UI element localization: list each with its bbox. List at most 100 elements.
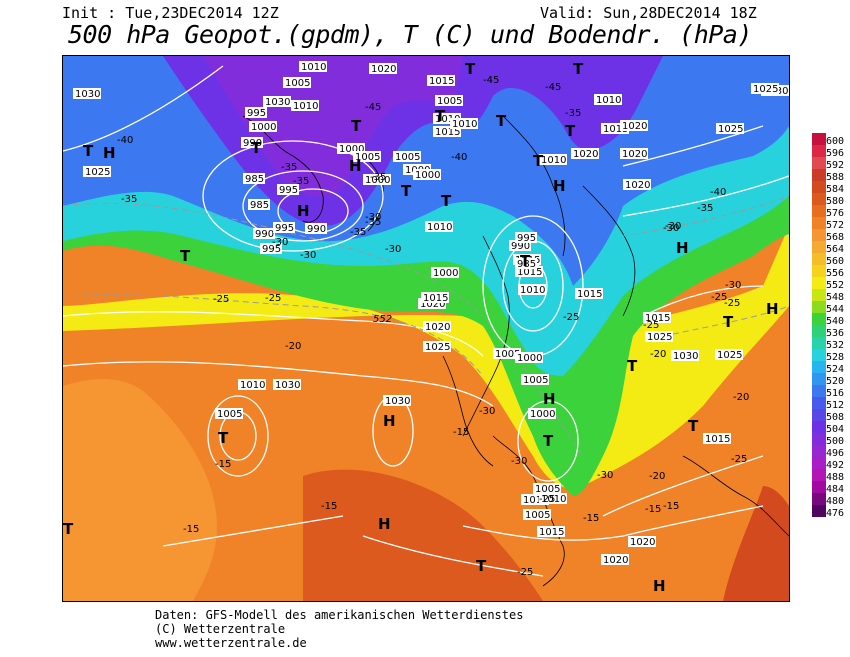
pressure-label: 1020 (622, 149, 647, 160)
pressure-label: 1025 (85, 167, 110, 178)
pressure-label-bg (73, 88, 101, 99)
pressure-label-bg (423, 341, 451, 352)
pressure-label: 1015 (539, 527, 564, 538)
pressure-label-bg (450, 118, 478, 129)
legend-level: 580 (826, 196, 845, 207)
temperature-label: -45 (483, 75, 499, 86)
chart-title: 500 hPa Geopot.(gpdm), T (C) und Bodendr… (68, 20, 752, 49)
temperature-label: -30 (272, 237, 288, 248)
temperature-label: -25 (724, 298, 740, 309)
legend-swatch (812, 397, 826, 409)
pressure-label-bg (623, 179, 651, 190)
legend-level: 508 (826, 412, 845, 423)
legend-swatch (812, 505, 826, 517)
pressure-label-bg (431, 267, 459, 278)
pressure-label: 1015 (435, 127, 460, 138)
high-marker: H (543, 390, 556, 408)
pressure-label-bg (421, 292, 449, 303)
geopotential-label: 552 (373, 314, 392, 325)
pressure-label-bg (241, 137, 263, 148)
pressure-label-bg (383, 395, 411, 406)
pressure-label: 1030 (75, 89, 100, 100)
pressure-label: 1030 (275, 380, 300, 391)
pressure-label: 1010 (520, 285, 545, 296)
temperature-label: -30 (725, 280, 741, 291)
temperature-label: -45 (365, 102, 381, 113)
pressure-label-bg (435, 95, 463, 106)
field-purple (203, 56, 463, 197)
temperature-label: -30 (479, 406, 495, 417)
pressure-label-bg (260, 243, 282, 254)
temperature-label: -25 (563, 312, 579, 323)
high-marker: H (378, 515, 391, 533)
pressure-label: 995 (262, 244, 281, 255)
legend-level: 496 (826, 448, 845, 459)
pressure-label-bg (291, 100, 319, 111)
temperature-label: -25 (539, 494, 555, 505)
legend-swatch (812, 289, 826, 301)
pressure-label-bg (601, 554, 629, 565)
legend-level: 504 (826, 424, 845, 435)
pressure-label-bg (433, 126, 461, 137)
legend-swatch (812, 157, 826, 169)
legend-level: 488 (826, 472, 845, 483)
pressure-label-bg (528, 408, 556, 419)
pressure-label: 990 (307, 224, 326, 235)
high-marker: H (349, 157, 362, 175)
temperature-label: -40 (710, 187, 726, 198)
pressure-label-bg (716, 123, 744, 134)
legend-swatch (812, 133, 826, 145)
legend-level: 596 (826, 148, 845, 159)
pressure-label: 1005 (525, 510, 550, 521)
temperature-label: -35 (565, 108, 581, 119)
pressure-label-bg (521, 374, 549, 385)
pressure-label: 1020 (603, 555, 628, 566)
footer-url: www.wetterzentrale.de (155, 636, 307, 650)
pressure-label-bg (537, 526, 565, 537)
footer: Daten: GFS-Modell des amerikanischen Wet… (155, 608, 523, 650)
pressure-label-bg (671, 350, 699, 361)
pressure-label-bg (243, 173, 265, 184)
legend-level: 560 (826, 256, 845, 267)
legend-swatch (812, 337, 826, 349)
temperature-label: -30 (385, 244, 401, 255)
legend-level: 528 (826, 352, 845, 363)
temperature-label: -40 (451, 152, 467, 163)
pressure-label-bg (515, 352, 543, 363)
pressure-label-bg (433, 113, 461, 124)
temperature-label: -15 (645, 504, 661, 515)
weather-map: 1030 1025 1010 1020 1015 1005 1010 1030 995 1000 9… (62, 55, 790, 602)
legend-swatch (812, 229, 826, 241)
pressure-label: 1005 (285, 78, 310, 89)
pressure-label-bg (263, 96, 291, 107)
pressure-label: 1005 (535, 484, 560, 495)
pressure-label: 1015 (517, 267, 542, 278)
temperature-label: -30 (665, 221, 681, 232)
low-marker: T (533, 152, 544, 170)
pressure-label-bg (594, 94, 622, 105)
legend-level: 480 (826, 496, 845, 507)
legend-swatch (812, 313, 826, 325)
pressure-label: 1025 (753, 84, 778, 95)
low-marker: T (723, 313, 734, 331)
low-marker: T (401, 182, 412, 200)
pressure-label: 1005 (437, 96, 462, 107)
pressure-label: 1010 (452, 119, 477, 130)
pressure-label: 1030 (385, 396, 410, 407)
legend-swatch (812, 253, 826, 265)
pressure-label-bg (751, 83, 779, 94)
legend-swatch (812, 169, 826, 181)
init-time: Init : Tue,23DEC2014 12Z (62, 4, 279, 22)
low-marker: T (688, 417, 699, 435)
legend-swatch (812, 361, 826, 373)
legend-level: 544 (826, 304, 845, 315)
legend-swatch (812, 409, 826, 421)
legend-level: 564 (826, 244, 845, 255)
legend-level: 600 (826, 136, 845, 147)
pressure-label-bg (571, 148, 599, 159)
pressure-label-bg (277, 184, 299, 195)
legend-swatch (812, 205, 826, 217)
pressure-label: 995 (279, 185, 298, 196)
pressure-label: 1015 (645, 313, 670, 324)
pressure-label-bg (601, 123, 629, 134)
